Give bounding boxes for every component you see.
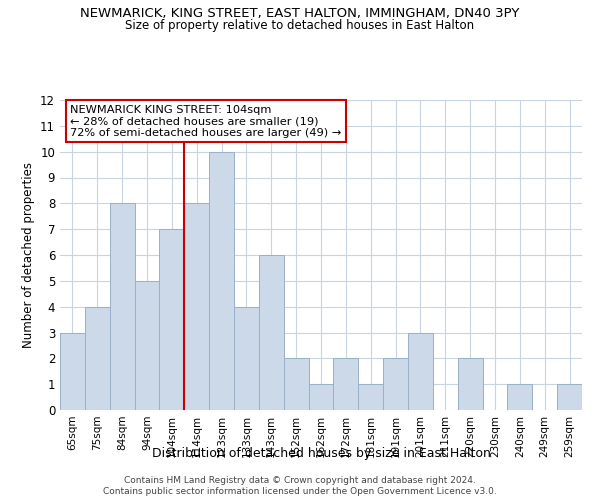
Bar xyxy=(60,332,85,410)
Bar xyxy=(383,358,408,410)
Bar xyxy=(557,384,582,410)
Bar xyxy=(234,306,259,410)
Bar xyxy=(259,255,284,410)
Bar xyxy=(284,358,308,410)
Bar xyxy=(209,152,234,410)
Bar xyxy=(160,229,184,410)
Bar xyxy=(408,332,433,410)
Text: NEWMARICK KING STREET: 104sqm
← 28% of detached houses are smaller (19)
72% of s: NEWMARICK KING STREET: 104sqm ← 28% of d… xyxy=(70,104,341,138)
Bar xyxy=(85,306,110,410)
Text: Size of property relative to detached houses in East Halton: Size of property relative to detached ho… xyxy=(125,19,475,32)
Bar xyxy=(308,384,334,410)
Bar xyxy=(134,281,160,410)
Text: NEWMARICK, KING STREET, EAST HALTON, IMMINGHAM, DN40 3PY: NEWMARICK, KING STREET, EAST HALTON, IMM… xyxy=(80,8,520,20)
Bar xyxy=(334,358,358,410)
Text: Contains public sector information licensed under the Open Government Licence v3: Contains public sector information licen… xyxy=(103,487,497,496)
Bar xyxy=(458,358,482,410)
Y-axis label: Number of detached properties: Number of detached properties xyxy=(22,162,35,348)
Text: Contains HM Land Registry data © Crown copyright and database right 2024.: Contains HM Land Registry data © Crown c… xyxy=(124,476,476,485)
Bar xyxy=(508,384,532,410)
Text: Distribution of detached houses by size in East Halton: Distribution of detached houses by size … xyxy=(152,448,490,460)
Bar xyxy=(184,204,209,410)
Bar xyxy=(110,204,134,410)
Bar xyxy=(358,384,383,410)
